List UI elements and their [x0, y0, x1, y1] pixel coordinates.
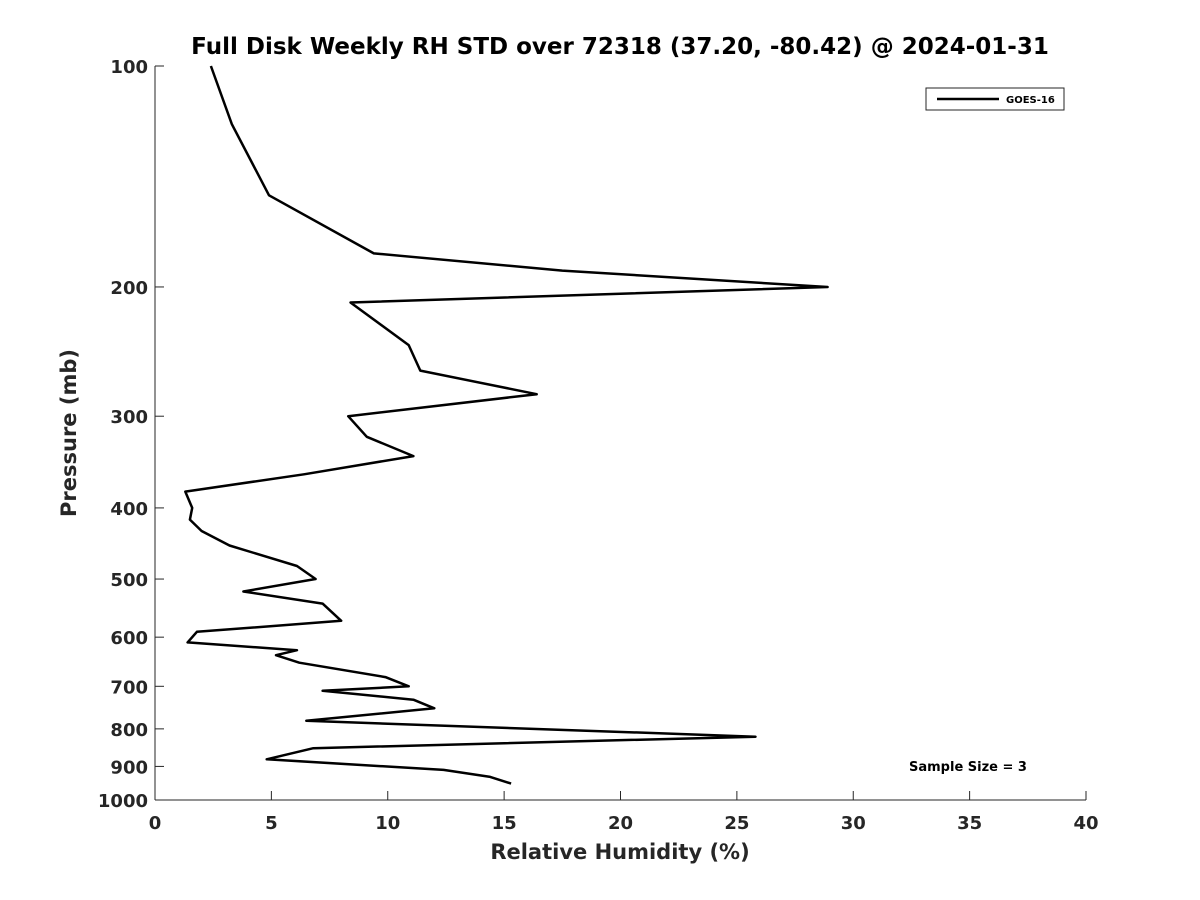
x-tick-label: 5 — [265, 813, 278, 834]
x-tick-label: 30 — [841, 813, 866, 834]
x-tick-label: 35 — [957, 813, 982, 834]
x-tick-label: 15 — [492, 813, 517, 834]
y-tick-label: 800 — [110, 720, 148, 741]
x-tick-label: 0 — [149, 813, 162, 834]
y-tick-label: 100 — [110, 57, 148, 78]
x-tick-label: 25 — [724, 813, 749, 834]
sample-size-annotation: Sample Size = 3 — [909, 760, 1027, 775]
legend: GOES-16 — [925, 87, 1065, 111]
axes — [154, 66, 1086, 801]
x-tick-label: 20 — [608, 813, 633, 834]
x-ticks: 0 5 10 15 20 25 30 35 40 — [149, 791, 1099, 834]
y-tick-label: 300 — [110, 407, 148, 428]
chart-title: Full Disk Weekly RH STD over 72318 (37.2… — [191, 34, 1049, 60]
x-tick-label: 40 — [1073, 813, 1098, 834]
x-tick-label: 10 — [375, 813, 400, 834]
legend-label-goes-16: GOES-16 — [1006, 95, 1055, 106]
y-tick-label: 900 — [110, 757, 148, 778]
y-tick-label: 600 — [110, 628, 148, 649]
y-ticks: 100 200 300 400 500 600 700 800 900 1000 — [98, 57, 164, 812]
y-axis-label: Pressure (mb) — [57, 349, 81, 517]
y-tick-label: 500 — [110, 570, 148, 591]
y-tick-label: 200 — [110, 278, 148, 299]
x-axis-label: Relative Humidity (%) — [490, 840, 749, 864]
series-line-goes-16 — [184, 65, 829, 785]
series-group — [184, 65, 829, 785]
y-tick-label: 400 — [110, 499, 148, 520]
y-tick-label: 700 — [110, 677, 148, 698]
y-tick-label: 1000 — [98, 791, 148, 812]
